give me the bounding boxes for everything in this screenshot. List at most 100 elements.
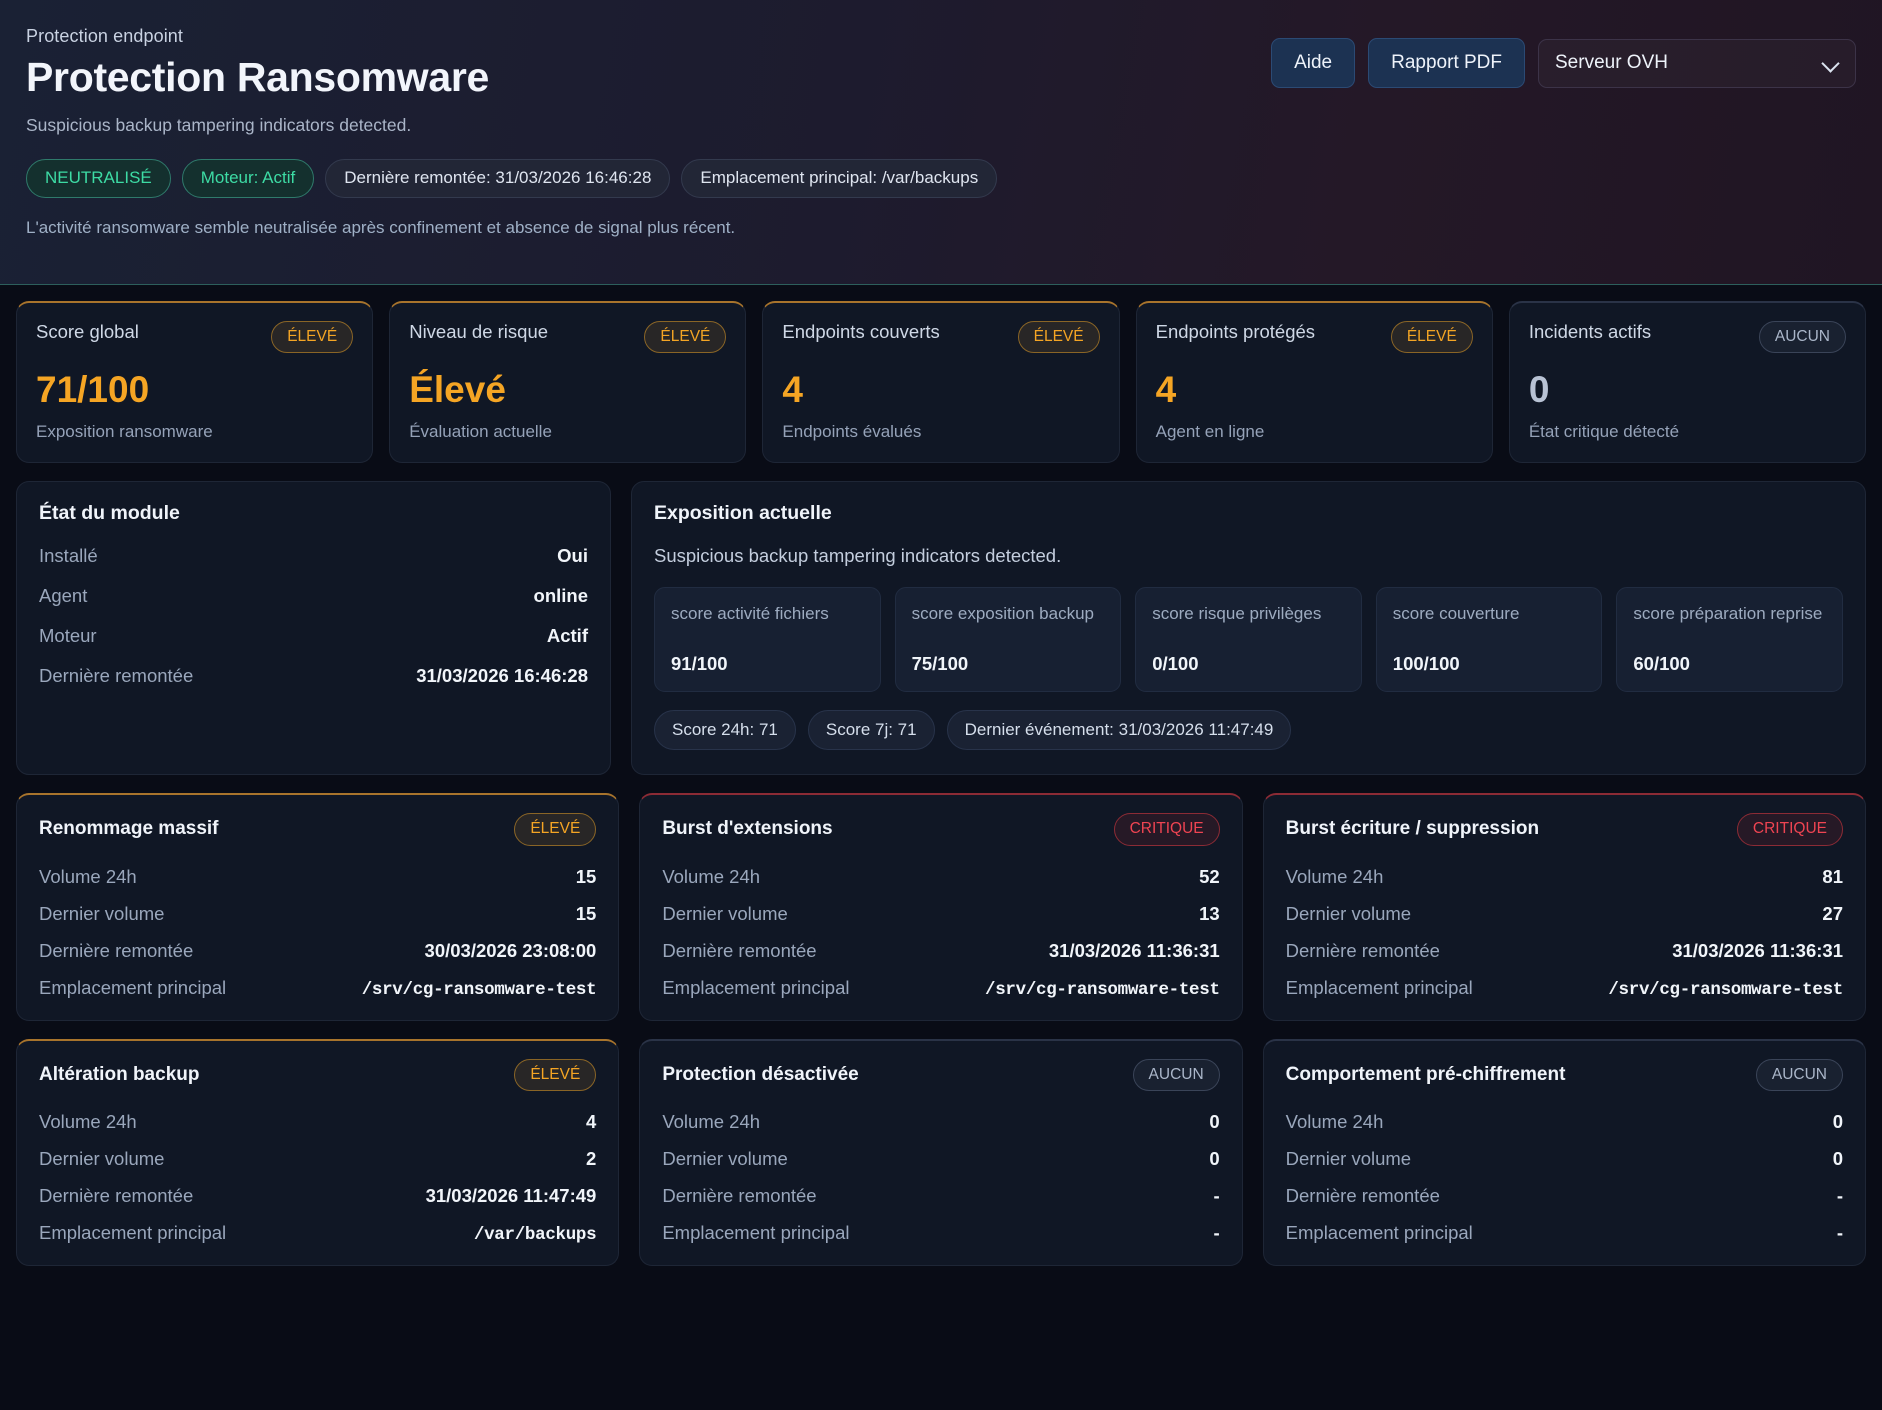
detection-row-value: 52 — [1199, 865, 1220, 887]
header-actions: Aide Rapport PDF Serveur OVH — [1271, 26, 1856, 88]
kpi-row: Score global ÉLEVÉ 71/100 Exposition ransom… — [0, 285, 1882, 464]
detection-row-0: Volume 24h 0 — [662, 1111, 1219, 1133]
header-text-block: Protection endpoint Protection Ransomwar… — [26, 26, 1271, 238]
page-title: Protection Ransomware — [26, 54, 490, 100]
detection-row-key: Emplacement principal — [662, 976, 850, 998]
detection-row-key: Volume 24h — [1285, 865, 1384, 887]
help-button[interactable]: Aide — [1271, 38, 1356, 88]
score-box-2: score risque privilèges 0/100 — [1135, 587, 1362, 693]
detection-row-3: Emplacement principal/var/backups — [39, 1222, 597, 1245]
detection-row-3: Emplacement principal/srv/cg-ransomware-… — [39, 977, 597, 1000]
kpi-card-0: Score global ÉLEVÉ 71/100 Exposition ransom… — [16, 301, 374, 464]
detection-row-top: Renommage massif ÉLEVÉ Volume 24h 15 Dernier… — [0, 775, 1882, 1021]
detection-title: Altération backup — [39, 1063, 200, 1085]
detection-row-value: /srv/cg-ransomware-test — [1608, 979, 1843, 1000]
score-box-4: score préparation reprise 60/100 — [1616, 587, 1843, 693]
detection-row-3: Emplacement principal - — [1286, 1222, 1843, 1244]
exposure-chip-2: Dernier événement: 31/03/2026 11:47:49 — [946, 710, 1292, 751]
status-badge: AUCUN — [1758, 321, 1847, 354]
detection-row-key: Dernier volume — [39, 902, 165, 924]
kpi-head: Endpoints couverts ÉLEVÉ — [782, 321, 1100, 354]
detection-title: Burst d'extensions — [662, 818, 833, 840]
detection-row-0: Volume 24h 0 — [1286, 1111, 1843, 1133]
page-header: Protection endpoint Protection Ransomwar… — [0, 0, 1882, 285]
detection-row-key: Dernier volume — [1285, 1147, 1412, 1169]
detection-row-1: Dernier volume 0 — [1286, 1148, 1843, 1170]
detection-row-value: 31/03/2026 11:36:31 — [1048, 939, 1220, 961]
module-row-value: Actif — [546, 625, 588, 647]
detection-row-value: 15 — [575, 865, 597, 887]
detection-row-key: Dernière remontée — [1285, 939, 1440, 961]
score-value: 91/100 — [671, 653, 728, 675]
detection-row-key: Dernière remontée — [39, 939, 194, 961]
detection-row-0: Volume 24h 4 — [39, 1111, 596, 1133]
kpi-caption: Évaluation actuelle — [409, 422, 552, 442]
score-name: score préparation reprise — [1633, 604, 1823, 624]
exposure-title: Exposition actuelle — [654, 502, 832, 525]
score-value: 0/100 — [1152, 653, 1199, 675]
detection-row-value: - — [1836, 1221, 1843, 1243]
detection-row-3: Emplacement principal/srv/cg-ransomware-… — [1286, 977, 1844, 1000]
header-chip-2: Dernière remontée: 31/03/2026 16:46:28 — [325, 159, 671, 198]
kpi-head: Incidents actifs AUCUN — [1528, 321, 1847, 354]
module-row-1: Agent online — [39, 585, 588, 607]
detection-row-2: Dernière remontée 31/03/2026 11:47:49 — [39, 1185, 596, 1207]
chevron-down-icon — [1823, 55, 1839, 71]
detection-card-2: Burst écriture / suppression CRITIQUE Volu… — [1262, 793, 1866, 1021]
detection-row-value: 27 — [1822, 902, 1843, 924]
server-select[interactable]: Serveur OVH — [1538, 38, 1856, 88]
detection-row-2: Dernière remontée 31/03/2026 11:36:31 — [662, 940, 1219, 962]
detection-row-2: Dernière remontée - — [662, 1185, 1219, 1207]
detection-card-4: Protection désactivée AUCUN Volume 24h 0 Der… — [639, 1038, 1243, 1266]
module-status-rows: Installé Oui Agent online Moteur Actif Dernièr… — [39, 545, 588, 687]
kpi-label: Incidents actifs — [1528, 321, 1652, 342]
detection-row-1: Dernier volume 0 — [662, 1148, 1219, 1170]
detection-row-value: - — [1213, 1221, 1220, 1243]
detection-row-1: Dernier volume 13 — [662, 903, 1219, 925]
exposure-score-grid: score activité fichiers 91/100 score expos… — [654, 587, 1843, 693]
detection-card-3: Altération backup ÉLEVÉ Volume 24h 4 Dernier… — [16, 1038, 620, 1266]
detection-row-value: 0 — [1832, 1110, 1843, 1132]
score-name: score exposition backup — [911, 604, 1094, 624]
detection-head: Renommage massif ÉLEVÉ — [39, 813, 597, 846]
kpi-card-1: Niveau de risque ÉLEVÉ Élevé Évaluation act… — [389, 301, 747, 464]
kpi-label: Endpoints protégés — [1155, 321, 1316, 342]
module-row-key: Dernière remontée — [39, 665, 194, 687]
pdf-report-button[interactable]: Rapport PDF — [1368, 38, 1525, 88]
header-note: L'activité ransomware semble neutralisée… — [26, 217, 736, 237]
exposure-panel: Exposition actuelle Suspicious backup ta… — [631, 481, 1866, 776]
detection-row-2: Dernière remontée - — [1286, 1185, 1843, 1207]
detection-row-3: Emplacement principal - — [662, 1222, 1219, 1244]
detection-row-bottom: Altération backup ÉLEVÉ Volume 24h 4 Dernier… — [0, 1021, 1882, 1266]
page-subtitle: Suspicious backup tampering indicators d… — [26, 115, 412, 136]
detection-title: Protection désactivée — [662, 1063, 859, 1085]
status-badge: ÉLEVÉ — [1390, 321, 1473, 354]
detection-row-value: 31/03/2026 11:36:31 — [1672, 939, 1843, 961]
kpi-caption: Exposition ransomware — [36, 422, 213, 442]
status-badge: ÉLEVÉ — [644, 321, 727, 354]
module-row-key: Installé — [39, 545, 98, 567]
detection-row-key: Volume 24h — [662, 865, 761, 887]
detection-row-key: Dernière remontée — [662, 939, 817, 961]
kpi-head: Score global ÉLEVÉ — [36, 321, 354, 354]
kpi-card-4: Incidents actifs AUCUN 0 État critique déte… — [1508, 301, 1867, 464]
detection-row-value: 2 — [586, 1147, 597, 1169]
detection-row-value: /srv/cg-ransomware-test — [985, 979, 1220, 1000]
module-row-key: Moteur — [39, 625, 97, 647]
severity-badge: AUCUN — [1132, 1058, 1220, 1091]
detection-row-value: - — [1213, 1184, 1220, 1206]
detection-row-key: Dernière remontée — [1285, 1184, 1440, 1206]
detection-title: Comportement pré-chiffrement — [1285, 1063, 1566, 1085]
detection-row-key: Volume 24h — [39, 865, 137, 887]
detection-row-1: Dernier volume 15 — [39, 903, 596, 925]
detection-head: Burst d'extensions CRITIQUE — [662, 813, 1220, 846]
kpi-card-3: Endpoints protégés ÉLEVÉ 4 Agent en ligne — [1135, 301, 1493, 464]
kpi-caption: Endpoints évalués — [782, 422, 922, 442]
detection-row-2: Dernière remontée 31/03/2026 11:36:31 — [1286, 940, 1843, 962]
detection-row-value: /var/backups — [473, 1224, 597, 1245]
detection-row-value: 0 — [1832, 1147, 1843, 1169]
detection-row-key: Dernier volume — [39, 1147, 165, 1169]
detection-row-value: 81 — [1822, 865, 1843, 887]
breadcrumb: Protection endpoint — [26, 26, 184, 46]
kpi-value: 71/100 — [36, 369, 150, 411]
